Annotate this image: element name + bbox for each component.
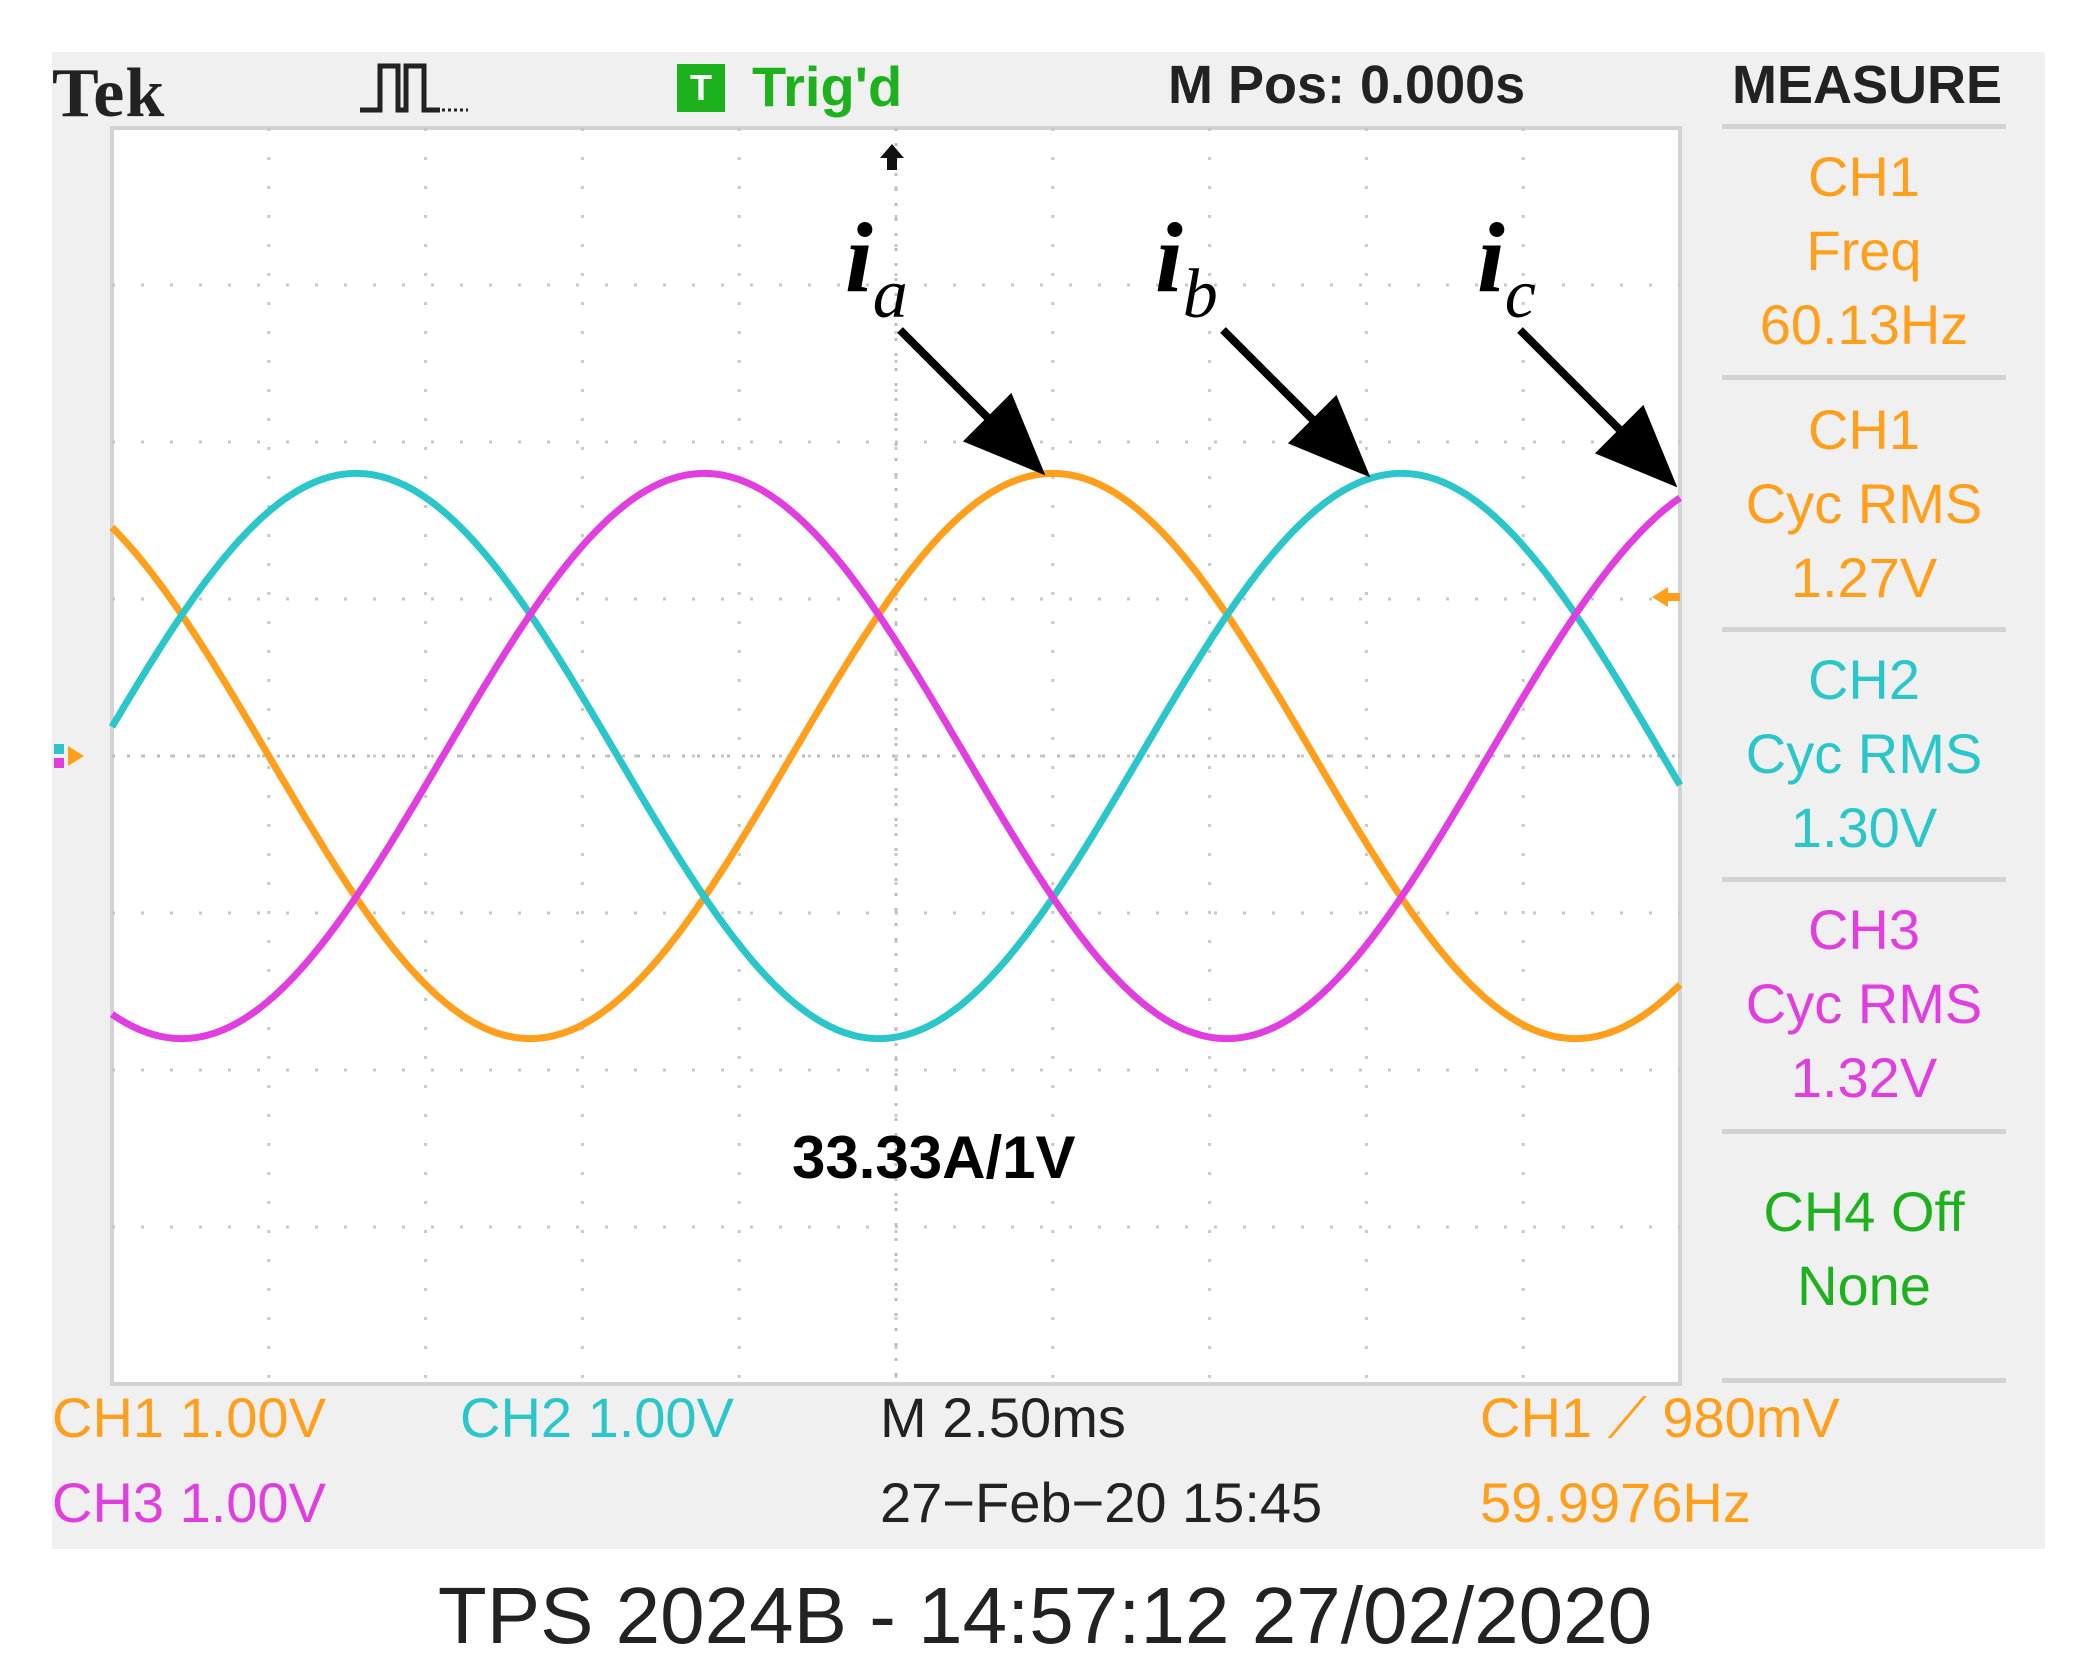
measure-separator <box>1722 877 2006 882</box>
measure-slot-2[interactable]: CH1 Cyc RMS 1.27V <box>1720 393 2008 615</box>
measure-slot-3-line-3: 1.30V <box>1790 796 1938 859</box>
measure-slot-5[interactable]: CH4 Off None <box>1720 1175 2008 1323</box>
ch1-scale: CH1 1.00V <box>52 1386 326 1449</box>
measure-slot-1-line-1: CH1 <box>1807 145 1921 208</box>
figure-caption: TPS 2024B - 14:57:12 27/02/2020 <box>437 1571 1653 1660</box>
measure-separator <box>1722 1378 2006 1383</box>
trigger-frequency: 59.9976Hz <box>1480 1471 1751 1534</box>
trigger-position-icon <box>880 144 904 170</box>
graticule-grid <box>112 128 1680 1384</box>
trigger-status: Trig'd <box>752 55 903 118</box>
trace-ch2 <box>108 469 1684 1043</box>
label-ia: ia <box>845 202 908 333</box>
markers <box>54 144 1680 768</box>
phase-arrows <box>897 327 1678 488</box>
trace-ch1 <box>109 469 1683 1043</box>
measure-slot-5-line-1: CH4 Off <box>1763 1180 1965 1243</box>
brand-logo: Tek <box>52 55 166 132</box>
measure-slot-2-line-2: Cyc RMS <box>1745 472 1983 535</box>
measure-slot-1-line-3: 60.13Hz <box>1759 293 1969 356</box>
measure-separator <box>1722 1129 2006 1134</box>
ch2-scale: CH2 1.00V <box>460 1386 734 1449</box>
trigger-setting: CH1 ⟋ 980mV <box>1480 1386 1840 1449</box>
trace-ch3 <box>110 469 1683 1043</box>
label-ic: ic <box>1477 202 1536 333</box>
measure-slot-4-line-2: Cyc RMS <box>1745 972 1983 1035</box>
measure-slot-2-line-1: CH1 <box>1807 398 1921 461</box>
arrow-ib <box>1220 327 1333 440</box>
measure-menu-title[interactable]: MEASURE <box>1732 55 2003 115</box>
measure-separator <box>1722 124 2006 129</box>
ch3-ground-marker <box>54 758 64 768</box>
measure-slot-4[interactable]: CH3 Cyc RMS 1.32V <box>1720 893 2008 1115</box>
ch1-ground-marker <box>68 746 84 766</box>
arrow-ic-head <box>1594 404 1678 488</box>
ch3-scale: CH3 1.00V <box>52 1471 326 1534</box>
ch2-ground-marker <box>54 744 64 754</box>
measure-slot-1[interactable]: CH1 Freq 60.13Hz <box>1720 140 2008 362</box>
measure-slot-3-line-2: Cyc RMS <box>1745 722 1983 785</box>
scale-annotation: 33.33A/1V <box>792 1124 1076 1191</box>
timebase: M 2.50ms <box>880 1386 1126 1449</box>
trigger-icon: T <box>677 64 725 112</box>
arrow-ic <box>1517 327 1640 450</box>
horizontal-position: M Pos: 0.000s <box>1168 55 1526 115</box>
measure-slot-1-line-2: Freq <box>1806 219 1922 282</box>
datetime: 27−Feb−20 15:45 <box>880 1471 1323 1534</box>
measure-slot-3[interactable]: CH2 Cyc RMS 1.30V <box>1720 643 2008 865</box>
measure-slot-4-line-3: 1.32V <box>1790 1046 1938 1109</box>
measure-slot-3-line-1: CH2 <box>1807 648 1921 711</box>
label-ib: ib <box>1155 202 1218 333</box>
acquisition-icon <box>360 63 468 113</box>
trigger-level-icon <box>1652 587 1680 607</box>
arrow-ib-head <box>1287 394 1371 478</box>
arrow-ia-head <box>962 392 1046 476</box>
measure-separator <box>1722 627 2006 632</box>
measure-slot-5-line-2: None <box>1797 1254 1931 1317</box>
waveform-traces <box>108 469 1684 1043</box>
measure-separator <box>1722 375 2006 380</box>
measure-slot-4-line-1: CH3 <box>1807 898 1921 961</box>
measure-slot-2-line-3: 1.27V <box>1790 546 1938 609</box>
